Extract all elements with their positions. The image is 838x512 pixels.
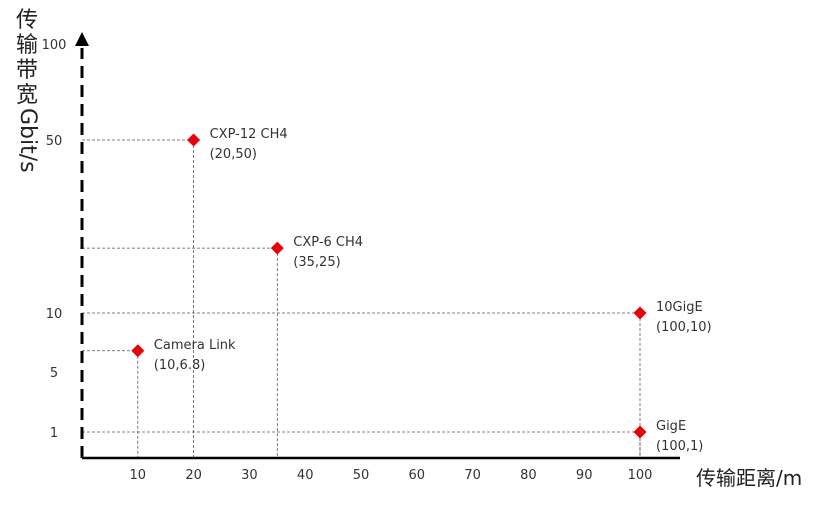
y-axis-label-char: 宽 xyxy=(15,83,38,108)
data-point-marker xyxy=(131,344,145,358)
x-tick-label: 10 xyxy=(130,468,147,483)
axes xyxy=(75,32,680,460)
data-point-name: CXP-12 CH4 xyxy=(210,127,288,142)
y-axis-arrow xyxy=(75,32,89,46)
x-tick-label: 40 xyxy=(297,468,314,483)
x-tick-label: 60 xyxy=(409,468,426,483)
y-tick-label: 1 xyxy=(50,426,58,441)
data-point-name: GigE xyxy=(656,419,686,434)
data-point-coord: (20,50) xyxy=(210,147,257,162)
y-tick-label: 10 xyxy=(46,307,63,322)
data-points: CXP-12 CH4 (20,50) CXP-6 CH4 (35,25) 10GigE (… xyxy=(131,127,712,454)
y-tick-label: 50 xyxy=(46,134,63,149)
x-tick-label: 30 xyxy=(241,468,258,483)
x-tick-label: 100 xyxy=(628,468,653,483)
y-axis-label-char: 带 xyxy=(15,58,38,83)
y-axis-label: 传 输 带 宽 Gbit/s xyxy=(14,8,40,173)
data-point-marker xyxy=(633,425,647,439)
data-point-coord: (10,6.8) xyxy=(154,358,206,373)
y-tick-labels: 1 5 10 50 100 xyxy=(42,38,67,441)
x-axis-label-unit: /m xyxy=(776,466,802,490)
data-point-coord: (35,25) xyxy=(293,255,340,270)
x-tick-label: 80 xyxy=(520,468,537,483)
data-point-coord: (100,1) xyxy=(656,439,703,454)
x-axis-label-cjk: 传输距离 xyxy=(696,466,776,490)
y-tick-label: 5 xyxy=(50,366,58,381)
data-point-coord: (100,10) xyxy=(656,320,712,335)
guide-lines xyxy=(82,139,641,458)
y-tick-label: 100 xyxy=(42,38,67,53)
x-tick-label: 70 xyxy=(464,468,481,483)
y-axis-label-char: 输 xyxy=(15,33,38,58)
x-tick-labels: 10 20 30 40 50 60 70 80 90 100 xyxy=(130,468,653,483)
y-axis-label-unit: Gbit/s xyxy=(15,108,40,173)
data-point-marker xyxy=(187,133,201,147)
data-point-marker xyxy=(270,241,284,255)
x-tick-label: 20 xyxy=(185,468,202,483)
y-axis-label-char: 传 xyxy=(15,8,38,33)
x-tick-label: 50 xyxy=(353,468,370,483)
data-point-name: Camera Link xyxy=(154,338,236,353)
x-tick-label: 90 xyxy=(576,468,593,483)
data-point-name: CXP-6 CH4 xyxy=(293,235,363,250)
x-axis-label: 传输距离/m xyxy=(696,466,802,490)
data-point-name: 10GigE xyxy=(656,300,703,315)
data-point-marker xyxy=(633,306,647,320)
